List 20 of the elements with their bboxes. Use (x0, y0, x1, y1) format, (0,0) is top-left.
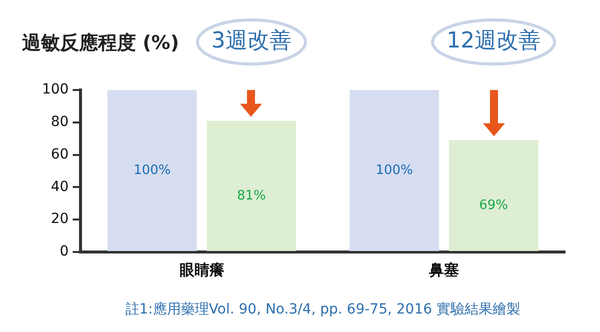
y-tick-label: 20 (50, 211, 69, 228)
bar (107, 90, 197, 251)
y-tick-label: 60 (50, 146, 69, 162)
data-label: 81% (236, 188, 266, 204)
bar (350, 90, 439, 251)
y-tick-label: 100 (42, 82, 69, 98)
bar (448, 140, 538, 251)
y-tick-label: 80 (50, 114, 69, 130)
x-tick-label: 眼睛癢 (179, 260, 224, 279)
x-tick-label: 鼻塞 (428, 260, 459, 279)
text: 3週改善 (211, 28, 292, 54)
y-tick-label: 0 (60, 244, 69, 260)
data-label: 100% (376, 162, 413, 178)
y-axis-title: 過敏反應程度 (%) (21, 32, 180, 54)
data-label: 69% (479, 198, 508, 213)
text: 12週改善 (446, 28, 541, 54)
y-tick-label: 40 (50, 178, 69, 195)
data-label: 100% (134, 162, 171, 178)
text: 註1:應用藥理Vol. 90, No.3/4, pp. 69-75, 2016 實驗結果繪製 (125, 302, 520, 318)
bar (206, 120, 296, 251)
